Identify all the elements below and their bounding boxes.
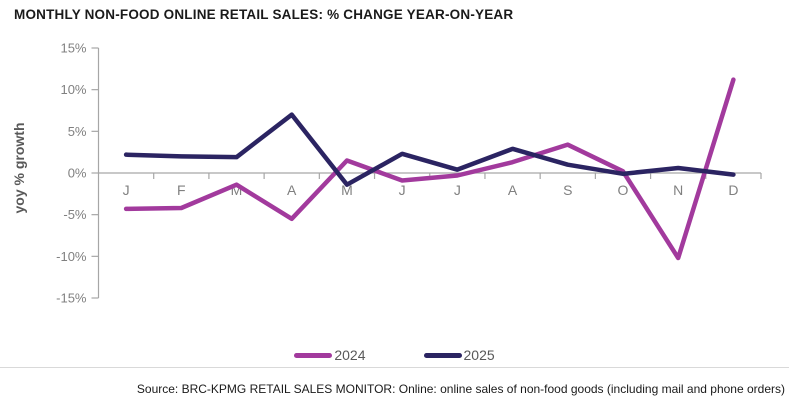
legend-swatch-2024-icon xyxy=(294,352,333,358)
svg-text:-5%: -5% xyxy=(63,207,87,222)
source-text: Source: BRC-KPMG RETAIL SALES MONITOR: O… xyxy=(136,382,785,396)
svg-text:S: S xyxy=(563,182,572,198)
svg-text:J: J xyxy=(123,182,130,198)
svg-text:-15%: -15% xyxy=(56,291,87,306)
svg-text:A: A xyxy=(508,182,518,198)
svg-text:D: D xyxy=(728,182,738,198)
svg-text:yoy % growth: yoy % growth xyxy=(11,122,27,213)
legend-item-2025: 2025 xyxy=(423,347,495,363)
svg-text:N: N xyxy=(673,182,683,198)
legend-label-2024: 2024 xyxy=(334,347,366,363)
svg-text:O: O xyxy=(618,182,629,198)
svg-text:A: A xyxy=(287,182,297,198)
legend-item-2024: 2024 xyxy=(294,347,366,363)
svg-text:10%: 10% xyxy=(60,82,86,97)
svg-text:5%: 5% xyxy=(68,124,87,139)
chart-title: MONTHLY NON-FOOD ONLINE RETAIL SALES: % … xyxy=(14,7,514,22)
svg-text:0%: 0% xyxy=(68,166,87,181)
svg-text:15%: 15% xyxy=(60,41,86,56)
svg-text:F: F xyxy=(177,182,186,198)
svg-text:J: J xyxy=(399,182,406,198)
separator-line xyxy=(0,367,789,368)
svg-text:-10%: -10% xyxy=(56,249,87,264)
legend-swatch-2025-icon xyxy=(423,352,462,358)
chart-legend: 2024 2025 xyxy=(0,347,789,363)
legend-label-2025: 2025 xyxy=(463,347,495,363)
svg-text:M: M xyxy=(231,182,243,198)
svg-text:J: J xyxy=(454,182,461,198)
svg-text:M: M xyxy=(341,182,353,198)
